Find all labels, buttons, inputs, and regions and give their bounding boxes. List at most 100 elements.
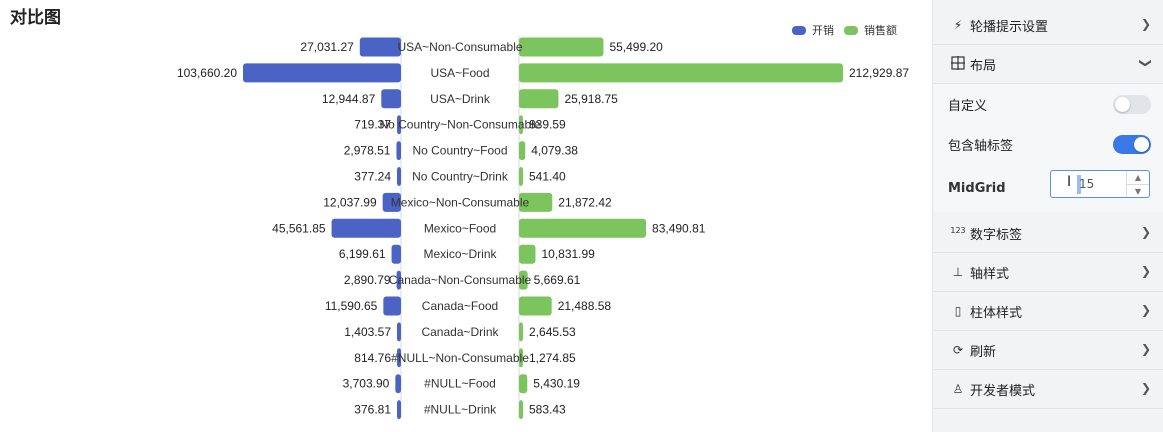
developer-mode-row[interactable]: ♙ 开发者模式 ❯ (934, 370, 1163, 409)
midgrid-input[interactable]: I 15 ▲ ▼ (1050, 170, 1150, 198)
refresh-label: 刷新 (970, 344, 997, 360)
include-axis-labels-label: 包含轴标签 (948, 138, 1014, 154)
chevron-right-icon: ❯ (1140, 17, 1151, 31)
midgrid-value: 15 (1079, 177, 1095, 191)
number-labels-icon: 123 (950, 226, 966, 241)
bar-expense[interactable] (396, 270, 401, 290)
data-label-sales: 4,079.38 (531, 144, 578, 158)
custom-row: 自定义 (934, 84, 1163, 124)
data-label-expense: 103,660.20 (177, 66, 237, 80)
bar-sales[interactable] (519, 270, 528, 290)
chevron-right-icon: ❯ (1140, 264, 1151, 278)
data-label-sales: 83,490.81 (652, 221, 706, 235)
legend[interactable]: 开销 销售额 (792, 22, 897, 38)
developer-mode-label: 开发者模式 (970, 383, 1036, 399)
bar-sales[interactable] (519, 218, 647, 238)
bar-sales[interactable] (519, 192, 553, 212)
data-label-sales: 55,499.20 (609, 40, 663, 54)
chevron-down-icon: ❯ (1138, 57, 1153, 69)
bar-sales[interactable] (519, 322, 524, 342)
layout-section-header[interactable]: 布局 ❯ (934, 45, 1163, 84)
midgrid-row: MidGrid I 15 ▲ ▼ (934, 164, 1163, 212)
bar-sales[interactable] (519, 244, 536, 264)
bar-sales[interactable] (519, 400, 523, 420)
midgrid-stepper[interactable]: ▲ ▼ (1126, 171, 1149, 197)
category-label: USA~Drink (430, 92, 491, 106)
custom-toggle[interactable] (1113, 95, 1151, 114)
bar-sales[interactable] (519, 37, 604, 57)
data-label-sales: 5,430.19 (533, 377, 580, 391)
bar-sales[interactable] (519, 167, 523, 186)
text-selection (1077, 175, 1081, 194)
midgrid-label: MidGrid (948, 180, 1006, 196)
bar-expense[interactable] (395, 374, 401, 394)
bar-style-label: 柱体样式 (970, 305, 1023, 321)
bar-expense[interactable] (397, 348, 401, 368)
category-label: USA~Food (430, 66, 489, 80)
mirror-bar-chart: 27,031.27 55,499.20 USA~Non-Consumable 103,… (177, 36, 909, 420)
carousel-settings-label: 轮播提示设置 (970, 19, 1049, 35)
custom-label: 自定义 (948, 98, 988, 114)
number-labels-row[interactable]: 123 数字标签 ❯ (934, 214, 1163, 253)
refresh-row[interactable]: ⟳ 刷新 ❯ (934, 331, 1163, 370)
bar-expense[interactable] (243, 63, 401, 83)
number-labels-icon-text: 123 (950, 225, 966, 235)
data-label-sales: 5,669.61 (534, 273, 581, 287)
bar-sales[interactable] (519, 296, 552, 316)
data-label-sales: 21,488.58 (558, 299, 612, 313)
data-label-expense: 12,944.87 (322, 92, 376, 106)
layout-label: 布局 (970, 58, 997, 74)
bar-sales[interactable] (519, 141, 526, 161)
number-labels-label: 数字标签 (970, 227, 1023, 243)
data-label-expense: 719.37 (354, 118, 391, 132)
bar-expense[interactable] (331, 218, 401, 238)
legend-swatch-expense (792, 25, 806, 35)
legend-item-sales[interactable]: 销售额 (844, 22, 897, 38)
category-label: #NULL~Non-Consumable (391, 351, 529, 365)
category-label: #NULL~Drink (424, 403, 497, 417)
bar-expense[interactable] (359, 37, 401, 57)
include-axis-labels-row: 包含轴标签 (934, 124, 1163, 164)
category-label: No Country~Food (412, 144, 507, 158)
include-axis-labels-toggle[interactable] (1113, 135, 1151, 154)
bar-expense[interactable] (397, 400, 401, 420)
legend-label-expense: 开销 (812, 24, 834, 37)
bar-sales[interactable] (519, 89, 559, 109)
stepper-down-icon[interactable]: ▼ (1134, 187, 1142, 196)
axis-style-label: 轴样式 (970, 266, 1010, 282)
data-label-expense: 2,890.79 (344, 273, 391, 287)
bar-expense[interactable] (383, 296, 401, 316)
bar-expense[interactable] (381, 89, 401, 109)
data-label-expense: 3,703.90 (343, 377, 390, 391)
category-label: No Country~Drink (412, 170, 509, 184)
bar-sales[interactable] (519, 63, 843, 83)
chevron-right-icon: ❯ (1140, 342, 1151, 356)
carousel-settings-row[interactable]: ⚡ 轮播提示设置 ❯ (934, 6, 1163, 45)
bar-expense[interactable] (397, 167, 401, 186)
chart-area: 对比图 开销 销售额 27,031.27 55,499.20 USA~Non-Con… (10, 8, 910, 420)
bar-style-row[interactable]: ▯ 柱体样式 ❯ (934, 292, 1163, 331)
bar-expense[interactable] (382, 192, 401, 212)
stepper-up-icon[interactable]: ▲ (1127, 171, 1149, 185)
bar-sales[interactable] (519, 374, 528, 394)
category-label: Canada~Drink (421, 325, 499, 339)
bar-expense[interactable] (397, 115, 401, 135)
legend-item-expense[interactable]: 开销 (792, 22, 834, 38)
axis-style-row[interactable]: ⊥ 轴样式 ❯ (934, 253, 1163, 292)
data-label-expense: 814.76 (354, 351, 391, 365)
data-label-sales: 212,929.87 (849, 66, 909, 80)
category-label: USA~Non-Consumable (397, 40, 522, 54)
data-label-expense: 11,590.65 (325, 299, 378, 313)
data-label-sales: 839.59 (529, 118, 566, 132)
bar-expense[interactable] (391, 244, 401, 264)
data-label-expense: 45,561.85 (272, 221, 326, 235)
bar-sales[interactable] (519, 115, 523, 135)
bar-expense[interactable] (396, 141, 401, 161)
bar-sales[interactable] (519, 348, 523, 368)
category-label: No Country~Non-Consumable (379, 118, 540, 132)
bar-expense[interactable] (397, 322, 401, 342)
data-label-sales: 10,831.99 (541, 247, 595, 261)
legend-label-sales: 销售额 (864, 24, 897, 37)
data-label-sales: 2,645.53 (529, 325, 576, 339)
data-label-sales: 21,872.42 (558, 195, 612, 209)
